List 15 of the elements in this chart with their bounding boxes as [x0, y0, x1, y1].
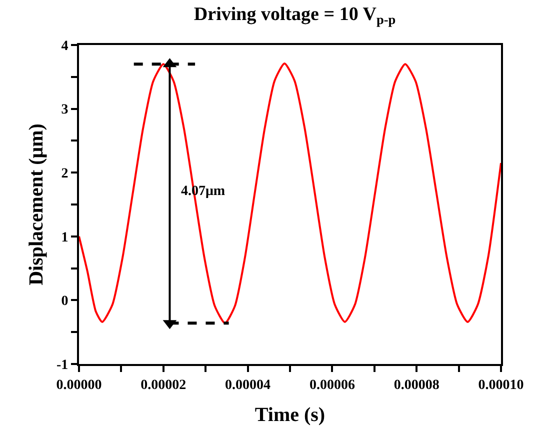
x-tick-label: 0.00004 [225, 378, 271, 393]
x-tick-label: 0.00010 [478, 378, 524, 393]
x-axis-title: Time (s) [254, 404, 326, 426]
y-tick-label: 1 [61, 230, 68, 246]
chart-title: Driving voltage = 10 V$_{p-p}$ [194, 4, 396, 27]
y-tick-label: 0 [61, 294, 68, 310]
y-tick-label: 2 [61, 166, 68, 182]
x-tick-label: 0.00006 [309, 378, 355, 393]
y-tick-label: 3 [61, 102, 68, 118]
x-tick-label: 0.00008 [394, 378, 440, 393]
y-tick-label: -1 [56, 358, 68, 373]
x-tick-label: 0.00002 [140, 378, 186, 393]
x-tick-label: 0.00000 [56, 378, 102, 393]
y-tick-label: 4 [61, 38, 68, 54]
y-axis-title: Displacement (μm) [26, 124, 48, 286]
